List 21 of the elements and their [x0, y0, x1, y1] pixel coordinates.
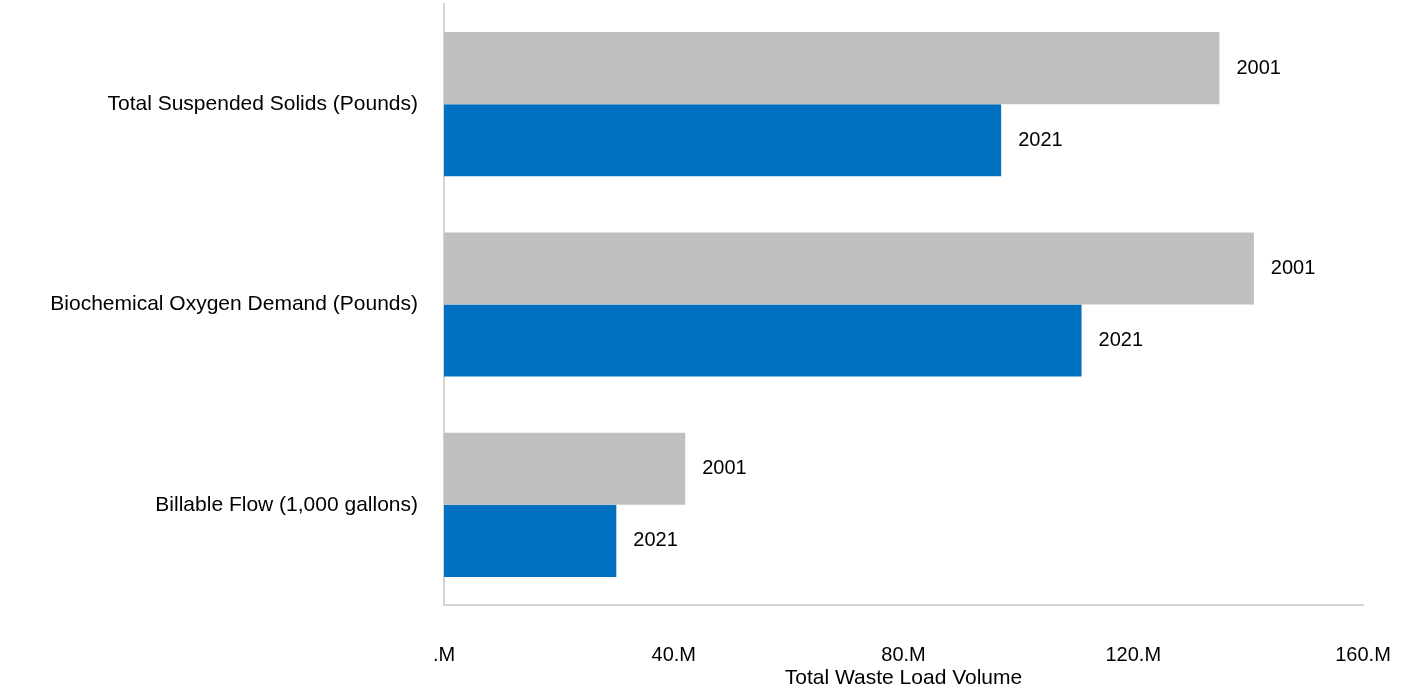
series-label: 2021	[1018, 127, 1063, 150]
bar	[444, 32, 1220, 105]
bar	[444, 432, 686, 505]
x-tick-label: 40.M	[651, 642, 696, 665]
text: 2021	[1098, 328, 1144, 351]
x-tick-label: 80.M	[881, 642, 926, 665]
bar	[444, 504, 617, 577]
bar	[444, 232, 1254, 305]
text: 2001	[702, 456, 747, 479]
text: 2021	[633, 528, 678, 551]
bar	[444, 304, 1082, 377]
x-axis-title: Total Waste Load Volume	[784, 665, 1023, 689]
y-tick-label: Billable Flow (1,000 gallons)	[155, 491, 418, 515]
text: 2001	[1270, 255, 1316, 278]
bar	[444, 104, 1002, 177]
x-tick-label: 160.M	[1335, 642, 1391, 665]
y-tick-label: Biochemical Oxygen Demand (Pounds)	[50, 291, 418, 315]
x-tick-label: 120.M	[1105, 642, 1162, 665]
x-tick-label: .M	[432, 642, 456, 665]
series-label: 2001	[1236, 55, 1281, 78]
y-tick-label: Total Suspended Solids (Pounds)	[107, 90, 418, 114]
